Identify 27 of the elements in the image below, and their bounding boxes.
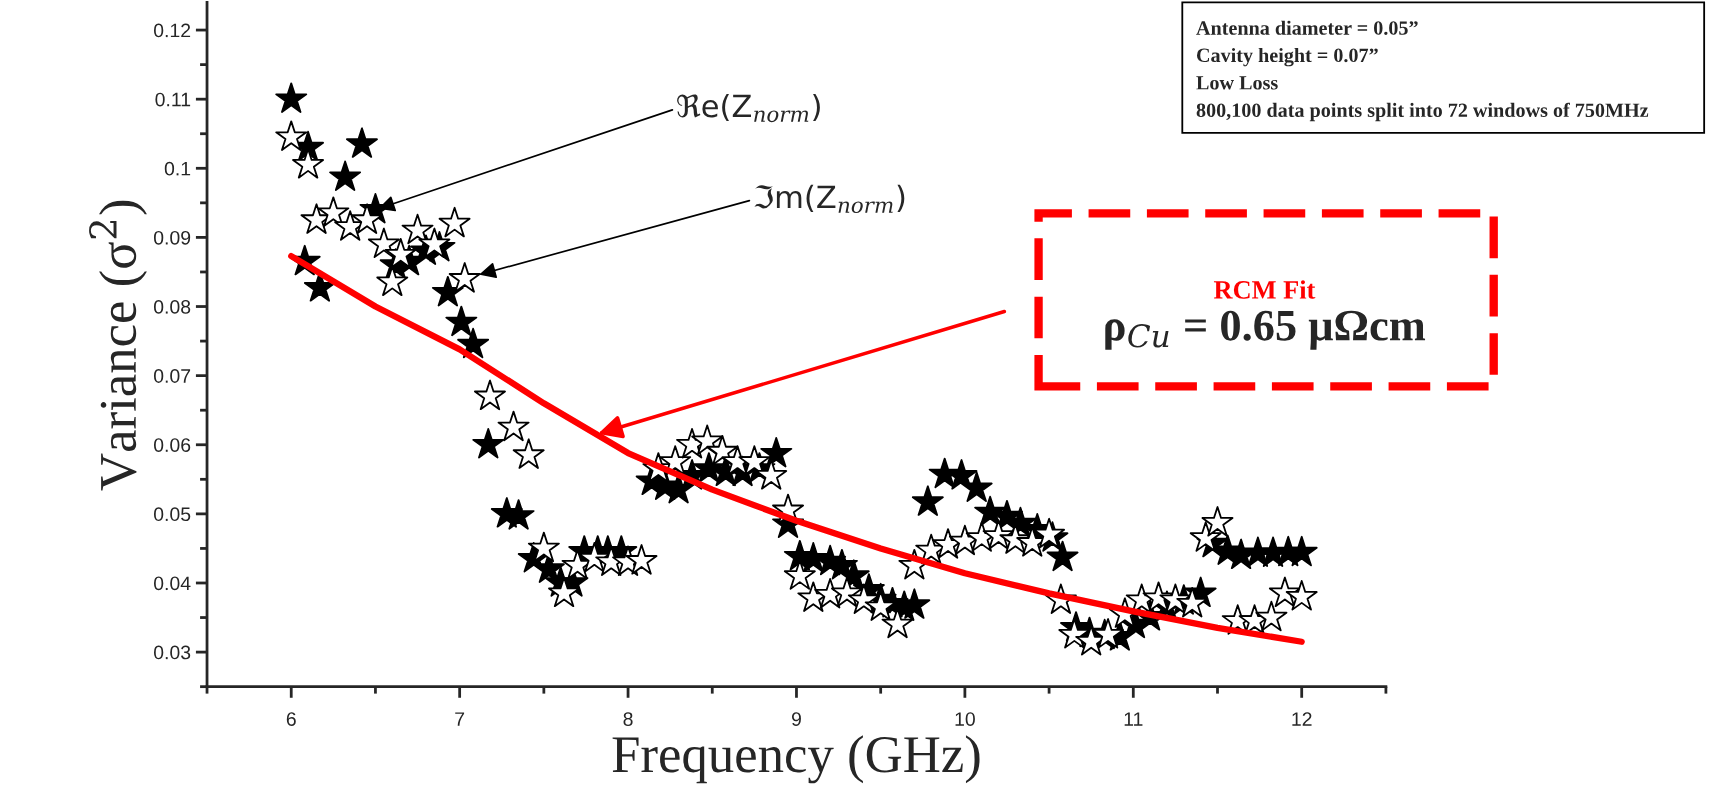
x-tick-label: 9 — [791, 712, 801, 726]
annotation: ℑm(Z$_{norm}$) — [754, 184, 905, 214]
y-tick-label: 0.06 — [153, 438, 191, 452]
x-axis-title: Frequency (GHz) — [612, 735, 980, 784]
y-tick-label: 0.03 — [153, 645, 191, 660]
annotation: RCM Fit — [1213, 280, 1316, 299]
y-tick-label: 0.09 — [153, 230, 191, 245]
annotation: 800,100 data points split into 72 windows of 750MHz — [1196, 102, 1649, 122]
x-tick-label: 7 — [455, 712, 465, 726]
y-tick-label: 0.11 — [155, 92, 191, 107]
annotation: ρ$_{Cu}$ = 0.65 μΩcm — [1105, 310, 1426, 350]
y-tick-label: 0.05 — [153, 507, 191, 522]
x-tick-label: 8 — [623, 712, 633, 726]
y-tick-label: 0.12 — [153, 23, 191, 38]
y-axis-title: Variance (σ$^{2}$) — [89, 200, 147, 491]
x-tick-label: 12 — [1292, 712, 1312, 726]
annotation: Antenna diameter = 0.05” — [1196, 20, 1418, 35]
x-tick-label: 11 — [1124, 712, 1143, 726]
annotation: Low Loss — [1196, 76, 1278, 90]
x-tick-label: 6 — [286, 712, 296, 726]
y-tick-label: 0.08 — [153, 299, 191, 314]
x-tick-label: 10 — [955, 712, 975, 726]
y-tick-label: 0.07 — [153, 369, 191, 383]
y-tick-label: 0.1 — [164, 161, 191, 176]
annotation: Cavity height = 0.07” — [1196, 47, 1378, 67]
y-tick-label: 0.04 — [153, 576, 191, 591]
annotation: ℜe(Z$_{norm}$) — [677, 93, 820, 123]
